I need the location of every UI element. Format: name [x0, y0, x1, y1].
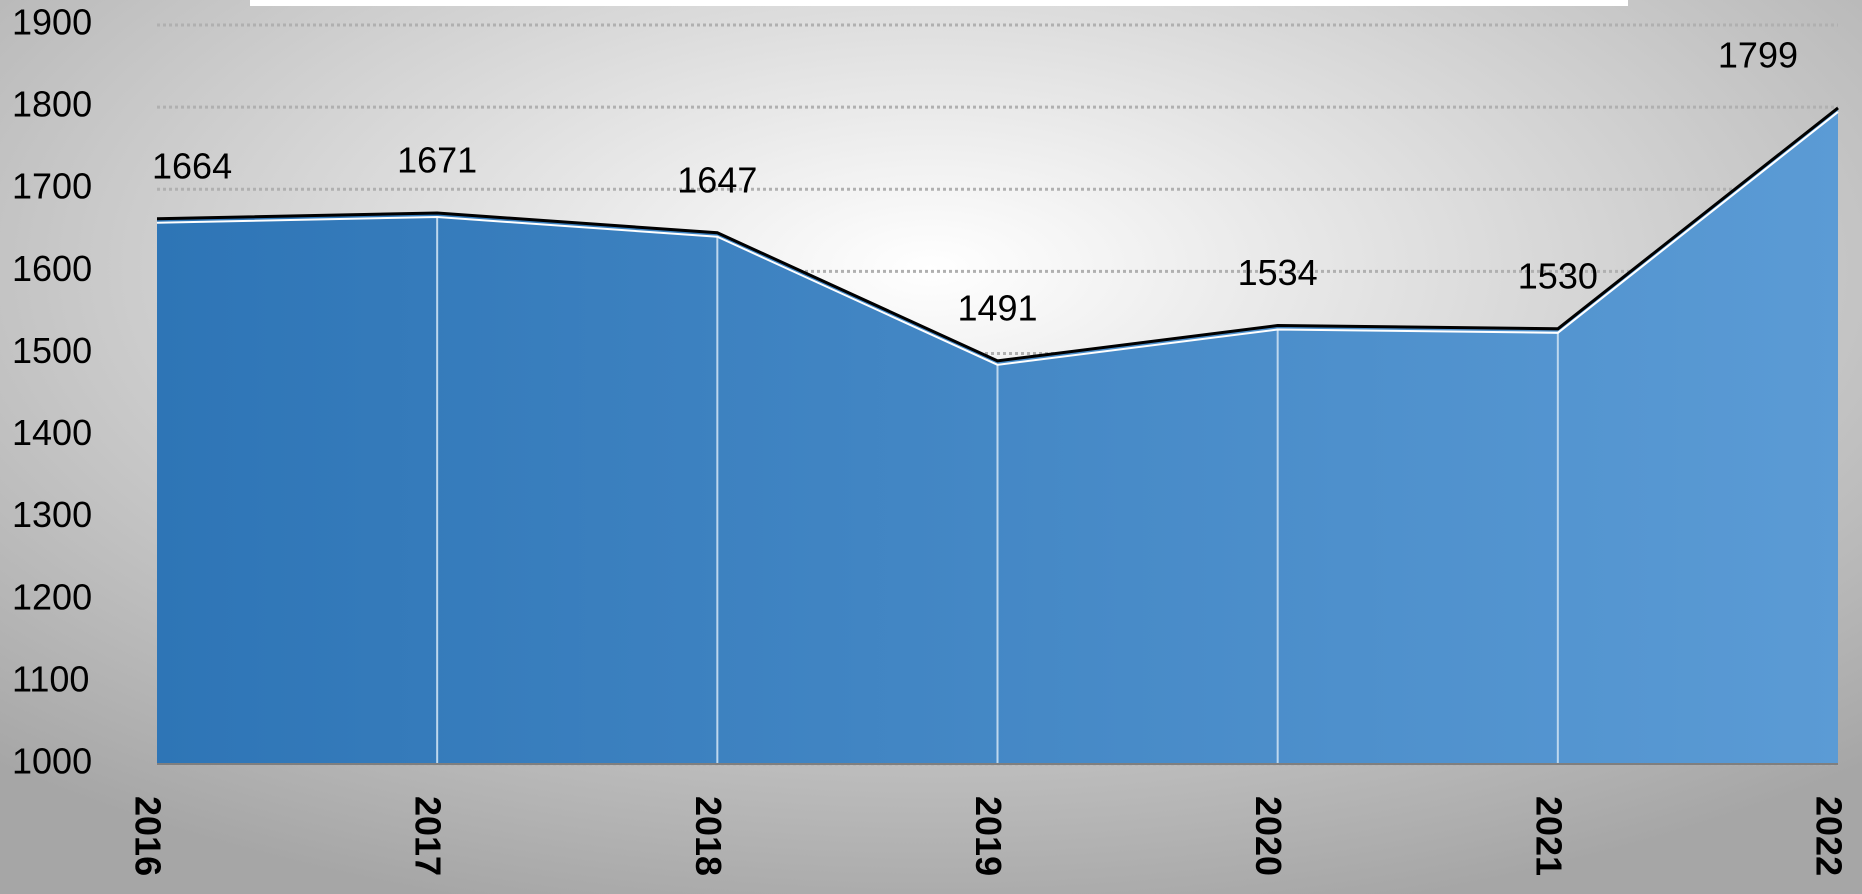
y-tick-label: 1500: [12, 330, 92, 371]
area-edge-highlight: [156, 111, 1839, 366]
y-tick-label: 1200: [12, 576, 92, 617]
line: [156, 106, 1839, 363]
data-label: 1647: [677, 159, 757, 200]
data-label: 1491: [957, 287, 1037, 328]
data-label: 1530: [1518, 255, 1598, 296]
y-tick-label: 1400: [12, 412, 92, 453]
x-tick-label: 2019: [968, 796, 1009, 876]
x-tick-label: 2022: [1808, 796, 1849, 876]
data-label: 1534: [1238, 252, 1318, 293]
x-tick-label: 2020: [1248, 796, 1289, 876]
data-label: 1799: [1718, 34, 1798, 75]
data-label: 1671: [397, 140, 477, 181]
y-tick-label: 1100: [12, 658, 89, 699]
y-tick-label: 1900: [12, 2, 92, 43]
y-tick-label: 1700: [12, 166, 92, 207]
y-tick-label: 1000: [12, 741, 92, 782]
data-label: 1664: [152, 145, 232, 186]
x-tick-label: 2018: [688, 796, 729, 876]
x-tick-label: 2017: [408, 796, 449, 876]
y-tick-label: 1600: [12, 248, 92, 289]
x-tick-label: 2021: [1528, 796, 1569, 876]
x-tick-label: 2016: [127, 796, 168, 876]
y-tick-label: 1300: [12, 494, 92, 535]
y-tick-label: 1800: [12, 84, 92, 125]
title-box: [250, 0, 1628, 6]
